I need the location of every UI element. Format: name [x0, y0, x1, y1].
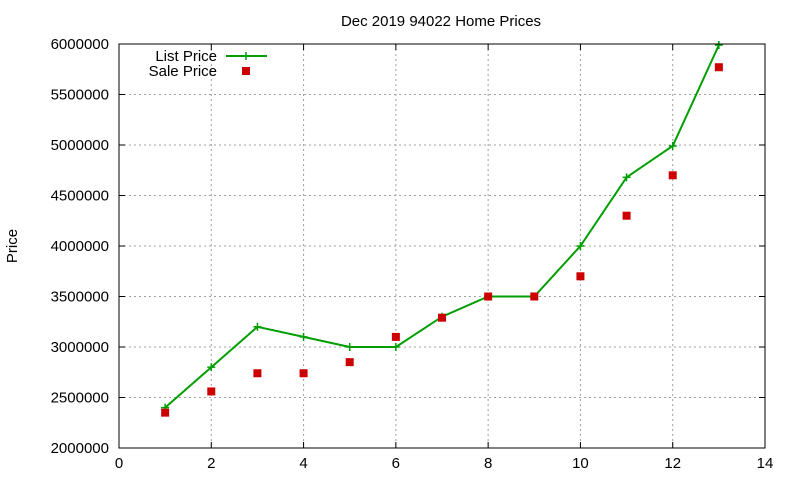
- sale-price-point: [668, 171, 677, 180]
- y-tick-label: 3500000: [51, 289, 109, 306]
- sale-price-point: [345, 358, 354, 367]
- list-price-point: [253, 322, 262, 331]
- list-price-point: [714, 41, 723, 50]
- sale-price-point: [253, 369, 262, 378]
- x-tick-label: 14: [757, 455, 774, 472]
- x-tick-label: 10: [572, 455, 589, 472]
- x-tick-label: 2: [207, 455, 215, 472]
- list-price-point: [576, 242, 585, 250]
- legend-label-list-price: List Price: [155, 48, 217, 65]
- y-tick-label: 4500000: [51, 188, 109, 205]
- sale-price-point: [530, 292, 539, 301]
- list-price-point: [207, 363, 216, 372]
- legend-label-sale-price: Sale Price: [149, 63, 217, 80]
- series-layer: [161, 41, 723, 417]
- list-price-line: [164, 44, 720, 409]
- chart-title: Dec 2019 94022 Home Prices: [341, 13, 541, 30]
- y-tick-label: 3000000: [51, 339, 109, 356]
- list-price-point: [622, 173, 631, 182]
- y-tick-label: 5000000: [51, 137, 109, 154]
- sale-price-point: [391, 332, 400, 341]
- x-tick-label: 0: [115, 455, 123, 472]
- sale-price-point: [484, 292, 493, 301]
- x-tick-label: 12: [664, 455, 681, 472]
- sale-price-point: [714, 63, 723, 72]
- grid: [119, 44, 765, 448]
- y-tick-label: 6000000: [51, 36, 109, 53]
- list-price-point: [299, 332, 308, 341]
- x-tick-label: 6: [392, 455, 400, 472]
- y-tick-label: 2000000: [51, 440, 109, 457]
- list-price-point: [668, 142, 677, 151]
- legend: List Price Sale Price: [149, 48, 267, 80]
- y-tick-label: 4000000: [51, 238, 109, 255]
- y-tick-label: 2500000: [51, 390, 109, 407]
- sale-price-point: [438, 313, 446, 322]
- x-tick-label: 8: [484, 455, 492, 472]
- sale-price-point: [299, 369, 308, 378]
- legend-sale-price-marker: [242, 67, 250, 75]
- list-price-point: [345, 343, 354, 351]
- list-price-point: [391, 343, 400, 351]
- x-tick-label: 4: [299, 455, 307, 472]
- y-axis-label: Price: [4, 229, 21, 263]
- sale-price-point: [161, 408, 170, 417]
- sale-price-point: [207, 387, 216, 396]
- sale-price-point: [622, 211, 631, 220]
- sale-price-point: [576, 272, 585, 281]
- ticks: 0 2 4 6 8 10 12 14 2000000 2500000 3000000 3500000 4…: [51, 36, 774, 472]
- y-tick-label: 5500000: [51, 87, 109, 104]
